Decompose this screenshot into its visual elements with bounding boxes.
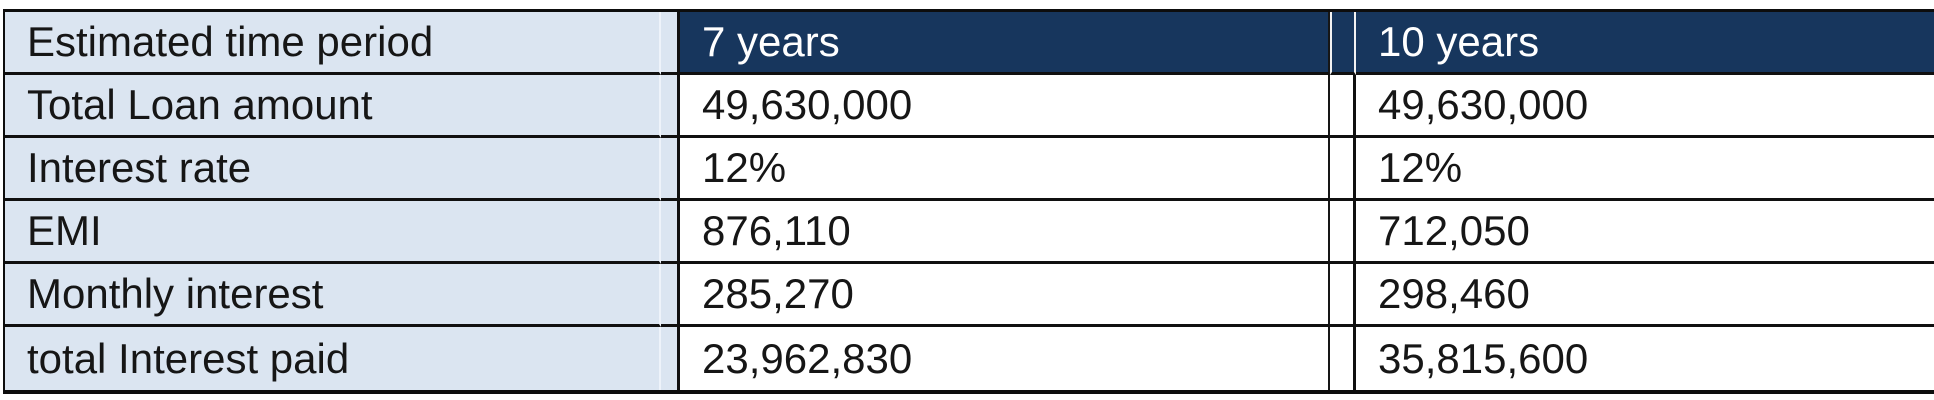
- value-monthly-interest-10y[interactable]: 298,460: [1356, 264, 1934, 327]
- row-label-total-interest-paid[interactable]: total Interest paid: [5, 327, 661, 390]
- row-label-interest-rate[interactable]: Interest rate: [5, 138, 661, 201]
- spacer-cell: [1330, 75, 1356, 138]
- spacer-cell: [1330, 201, 1356, 264]
- loan-comparison-table: Estimated time period 7 years 10 years T…: [3, 9, 1934, 394]
- header-cell-10-years[interactable]: 10 years: [1356, 12, 1934, 75]
- row-label-total-loan-amount[interactable]: Total Loan amount: [5, 75, 661, 138]
- value-total-loan-7y[interactable]: 49,630,000: [680, 75, 1330, 138]
- value-total-interest-10y[interactable]: 35,815,600: [1356, 327, 1934, 390]
- value-total-loan-10y[interactable]: 49,630,000: [1356, 75, 1934, 138]
- value-emi-10y[interactable]: 712,050: [1356, 201, 1934, 264]
- value-monthly-interest-7y[interactable]: 285,270: [680, 264, 1330, 327]
- spacer-cell: [1330, 12, 1356, 75]
- value-interest-rate-10y[interactable]: 12%: [1356, 138, 1934, 201]
- spacer-cell: [1330, 138, 1356, 201]
- header-cell-7-years[interactable]: 7 years: [680, 12, 1330, 75]
- value-emi-7y[interactable]: 876,110: [680, 201, 1330, 264]
- spacer-cell: [661, 12, 680, 75]
- spacer-cell: [661, 138, 680, 201]
- row-label-monthly-interest[interactable]: Monthly interest: [5, 264, 661, 327]
- spacer-cell: [661, 264, 680, 327]
- spacer-cell: [1330, 264, 1356, 327]
- row-label-emi[interactable]: EMI: [5, 201, 661, 264]
- spacer-cell: [661, 75, 680, 138]
- header-label-cell[interactable]: Estimated time period: [5, 12, 661, 75]
- spacer-cell: [661, 201, 680, 264]
- spacer-cell: [1330, 327, 1356, 390]
- value-total-interest-7y[interactable]: 23,962,830: [680, 327, 1330, 390]
- value-interest-rate-7y[interactable]: 12%: [680, 138, 1330, 201]
- spacer-cell: [661, 327, 680, 390]
